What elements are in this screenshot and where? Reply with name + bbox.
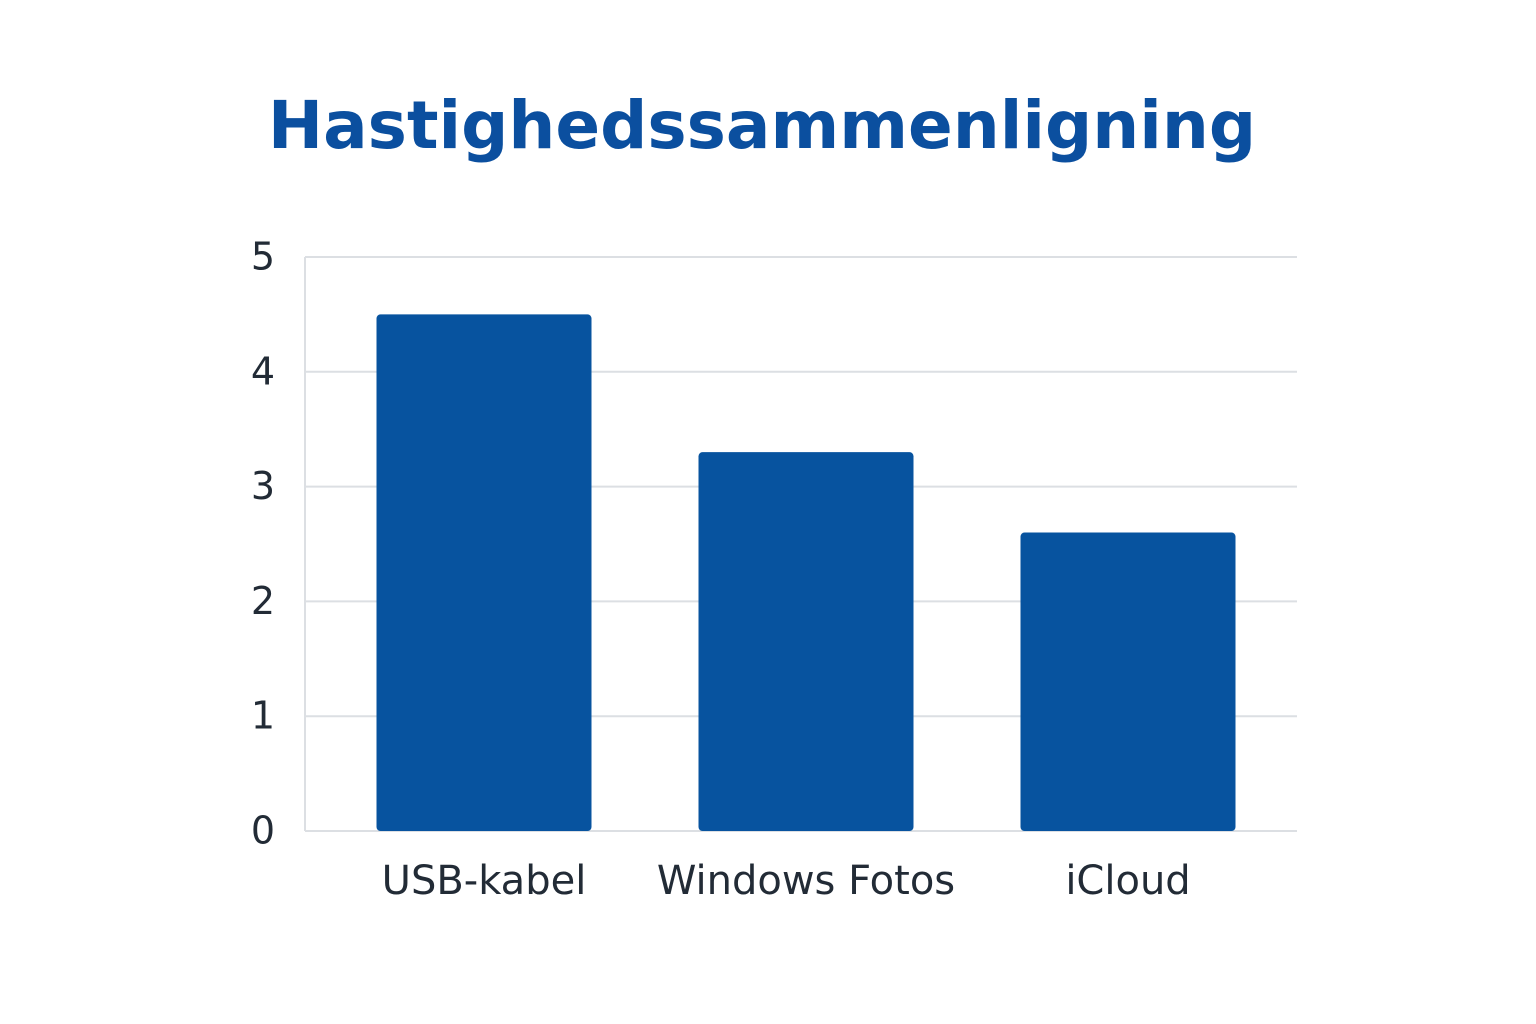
y-tick-label: 4: [251, 349, 275, 393]
x-tick-label: iCloud: [1065, 858, 1190, 904]
y-tick-label: 3: [251, 464, 275, 508]
x-tick-label: Windows Fotos: [657, 858, 955, 904]
y-tick-label: 0: [251, 809, 275, 853]
x-tick-label: USB-kabel: [382, 858, 587, 904]
y-tick-label: 5: [251, 235, 275, 279]
bar: [376, 314, 592, 831]
chart-title: Hastighedssammenligning: [268, 87, 1256, 164]
bar: [1020, 532, 1236, 831]
bar: [698, 452, 914, 831]
y-tick-label: 2: [251, 579, 275, 623]
y-tick-label: 1: [251, 694, 275, 738]
